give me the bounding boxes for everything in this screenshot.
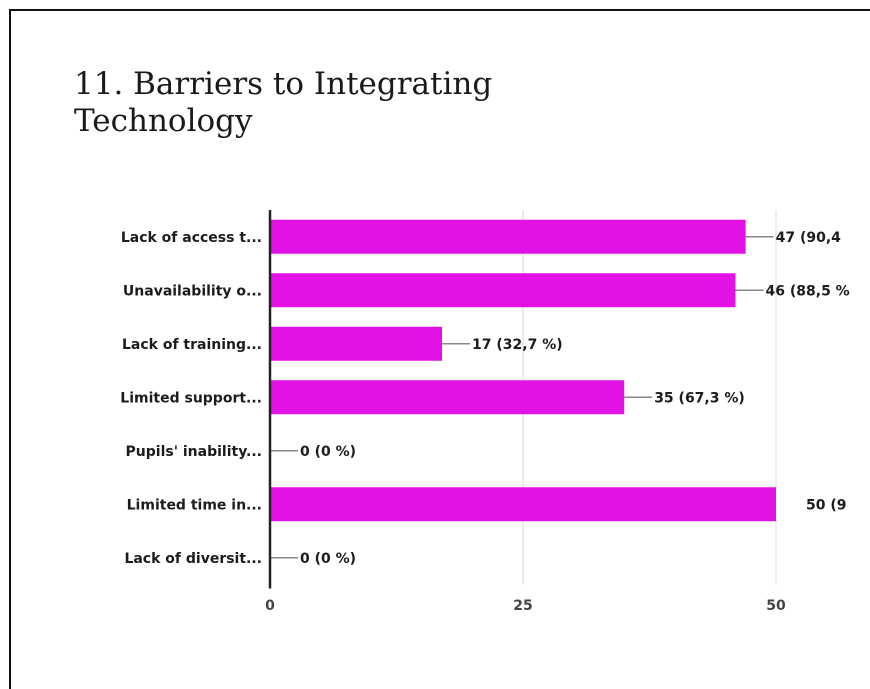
data-label-4: 0 (0 %)	[300, 444, 356, 460]
category-label-1: Unavailability o...	[123, 283, 262, 299]
bar-5	[270, 487, 776, 522]
chart-title: 11. Barriers to Integrating Technology	[74, 66, 674, 140]
chart-title-line-1: 11. Barriers to Integrating	[74, 66, 493, 102]
data-label-0: 47 (90,4	[776, 230, 842, 246]
bar-3	[270, 380, 625, 415]
data-label-3: 35 (67,3 %)	[654, 390, 745, 406]
card-frame	[9, 9, 870, 689]
bar-chart: Lack of access t... 47 (90,4 Unavailabilit…	[120, 210, 850, 614]
bar-1	[270, 273, 736, 308]
bar-2	[270, 326, 443, 361]
data-label-5: 50 (9	[806, 497, 847, 513]
category-label-4: Pupils' inability...	[126, 444, 262, 460]
category-label-2: Lack of training...	[122, 337, 262, 353]
data-label-1: 46 (88,5 %	[766, 283, 850, 299]
category-label-0: Lack of access t...	[121, 230, 262, 246]
x-tick-label-1: 25	[513, 598, 532, 614]
category-label-5: Limited time in...	[127, 497, 262, 513]
x-tick-label-0: 0	[265, 598, 275, 614]
chart-title-line-2: Technology	[74, 103, 253, 139]
category-label-6: Lack of diversit...	[124, 551, 262, 567]
data-label-2: 17 (32,7 %)	[472, 337, 563, 353]
bar-0	[270, 219, 746, 254]
category-label-3: Limited support...	[120, 390, 262, 406]
data-label-6: 0 (0 %)	[300, 551, 356, 567]
x-tick-label-2: 50	[766, 598, 786, 614]
